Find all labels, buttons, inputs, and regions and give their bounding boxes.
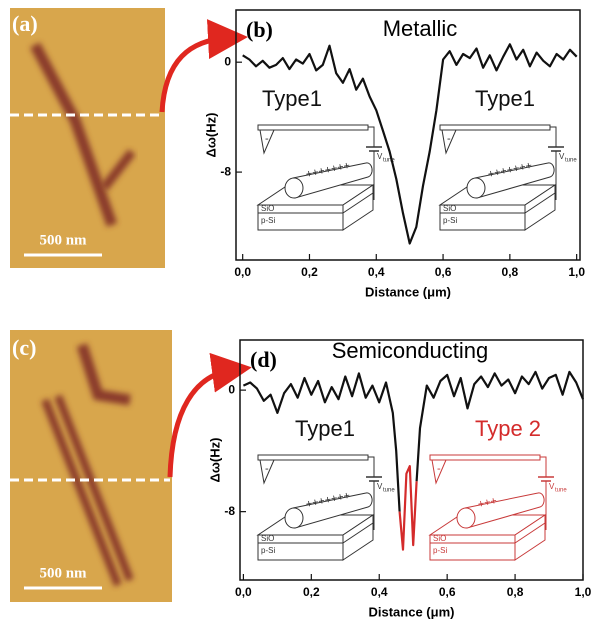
figure: (a) 500 nm (c) 500 nm 0,0 0,2 0,4 0,6 0,8 1,0… <box>0 0 594 628</box>
wire <box>540 457 546 477</box>
cantilever <box>440 125 550 130</box>
y-axis-label: Δω(Hz) <box>203 113 218 158</box>
layer-label: SiO <box>433 534 446 543</box>
tip-charge: - <box>265 133 269 145</box>
supply-subscript: tune <box>555 488 567 494</box>
x-tick-label: 1,0 <box>575 585 592 599</box>
afm-image-a: (a) 500 nm <box>10 8 228 268</box>
annotation: Type1 <box>262 86 322 111</box>
annotation: Type1 <box>295 416 355 441</box>
tip-charge: - <box>447 133 451 145</box>
annotation: Type1 <box>475 86 535 111</box>
panel-label: (d) <box>250 347 277 372</box>
layer-label: p-Si <box>433 546 447 555</box>
layer-label: p-Si <box>261 546 275 555</box>
supply-subscript: tune <box>383 488 395 494</box>
y-tick-label: 0 <box>224 54 231 68</box>
scale-bar-label: 500 nm <box>39 565 87 581</box>
wire <box>368 457 374 477</box>
layer-label: p-Si <box>443 216 457 225</box>
x-tick-label: 0,2 <box>303 585 320 599</box>
y-tick-label: -8 <box>224 504 235 518</box>
panel-label: (a) <box>12 11 38 36</box>
x-tick-label: 0,6 <box>435 265 452 279</box>
x-tick-label: 0,4 <box>371 585 388 599</box>
tip-charge: - <box>265 463 269 475</box>
supply-subscript: tune <box>565 158 577 164</box>
chart-title: Semiconducting <box>332 338 489 363</box>
x-axis-label: Distance (μm) <box>369 604 455 619</box>
chart-title: Metallic <box>383 16 458 41</box>
nanotube-end <box>285 178 303 198</box>
layer-label: SiO <box>443 204 456 213</box>
x-tick-label: 0,4 <box>368 265 385 279</box>
wire <box>368 127 374 147</box>
cantilever <box>258 455 368 460</box>
nanotube-end <box>467 178 485 198</box>
supply-subscript: tune <box>383 158 395 164</box>
y-axis-label: Δω(Hz) <box>207 438 222 483</box>
x-tick-label: 0,8 <box>507 585 524 599</box>
data-line <box>243 372 583 512</box>
x-tick-label: 0,2 <box>301 265 318 279</box>
layer-label: p-Si <box>261 216 275 225</box>
layer-label: SiO <box>261 534 274 543</box>
data-line <box>400 466 417 549</box>
x-axis-label: Distance (μm) <box>365 284 451 299</box>
layer-label: SiO <box>261 204 274 213</box>
x-tick-label: 0,0 <box>234 265 251 279</box>
cantilever <box>430 455 540 460</box>
wire <box>550 127 556 147</box>
panel-label: (c) <box>12 335 36 360</box>
nanotube-end <box>285 508 303 528</box>
tip-charge: - <box>437 463 441 475</box>
y-tick-label: 0 <box>228 382 235 396</box>
x-tick-label: 0,8 <box>502 265 519 279</box>
x-tick-label: 0,6 <box>439 585 456 599</box>
annotation: Type 2 <box>475 416 541 441</box>
x-tick-label: 1,0 <box>568 265 585 279</box>
scale-bar-label: 500 nm <box>39 232 87 248</box>
panel-label: (b) <box>246 17 273 42</box>
nanotube-end <box>457 508 475 528</box>
afm-image-c: (c) 500 nm <box>10 330 232 602</box>
y-tick-label: -8 <box>220 164 231 178</box>
x-tick-label: 0,0 <box>235 585 252 599</box>
cantilever <box>258 125 368 130</box>
